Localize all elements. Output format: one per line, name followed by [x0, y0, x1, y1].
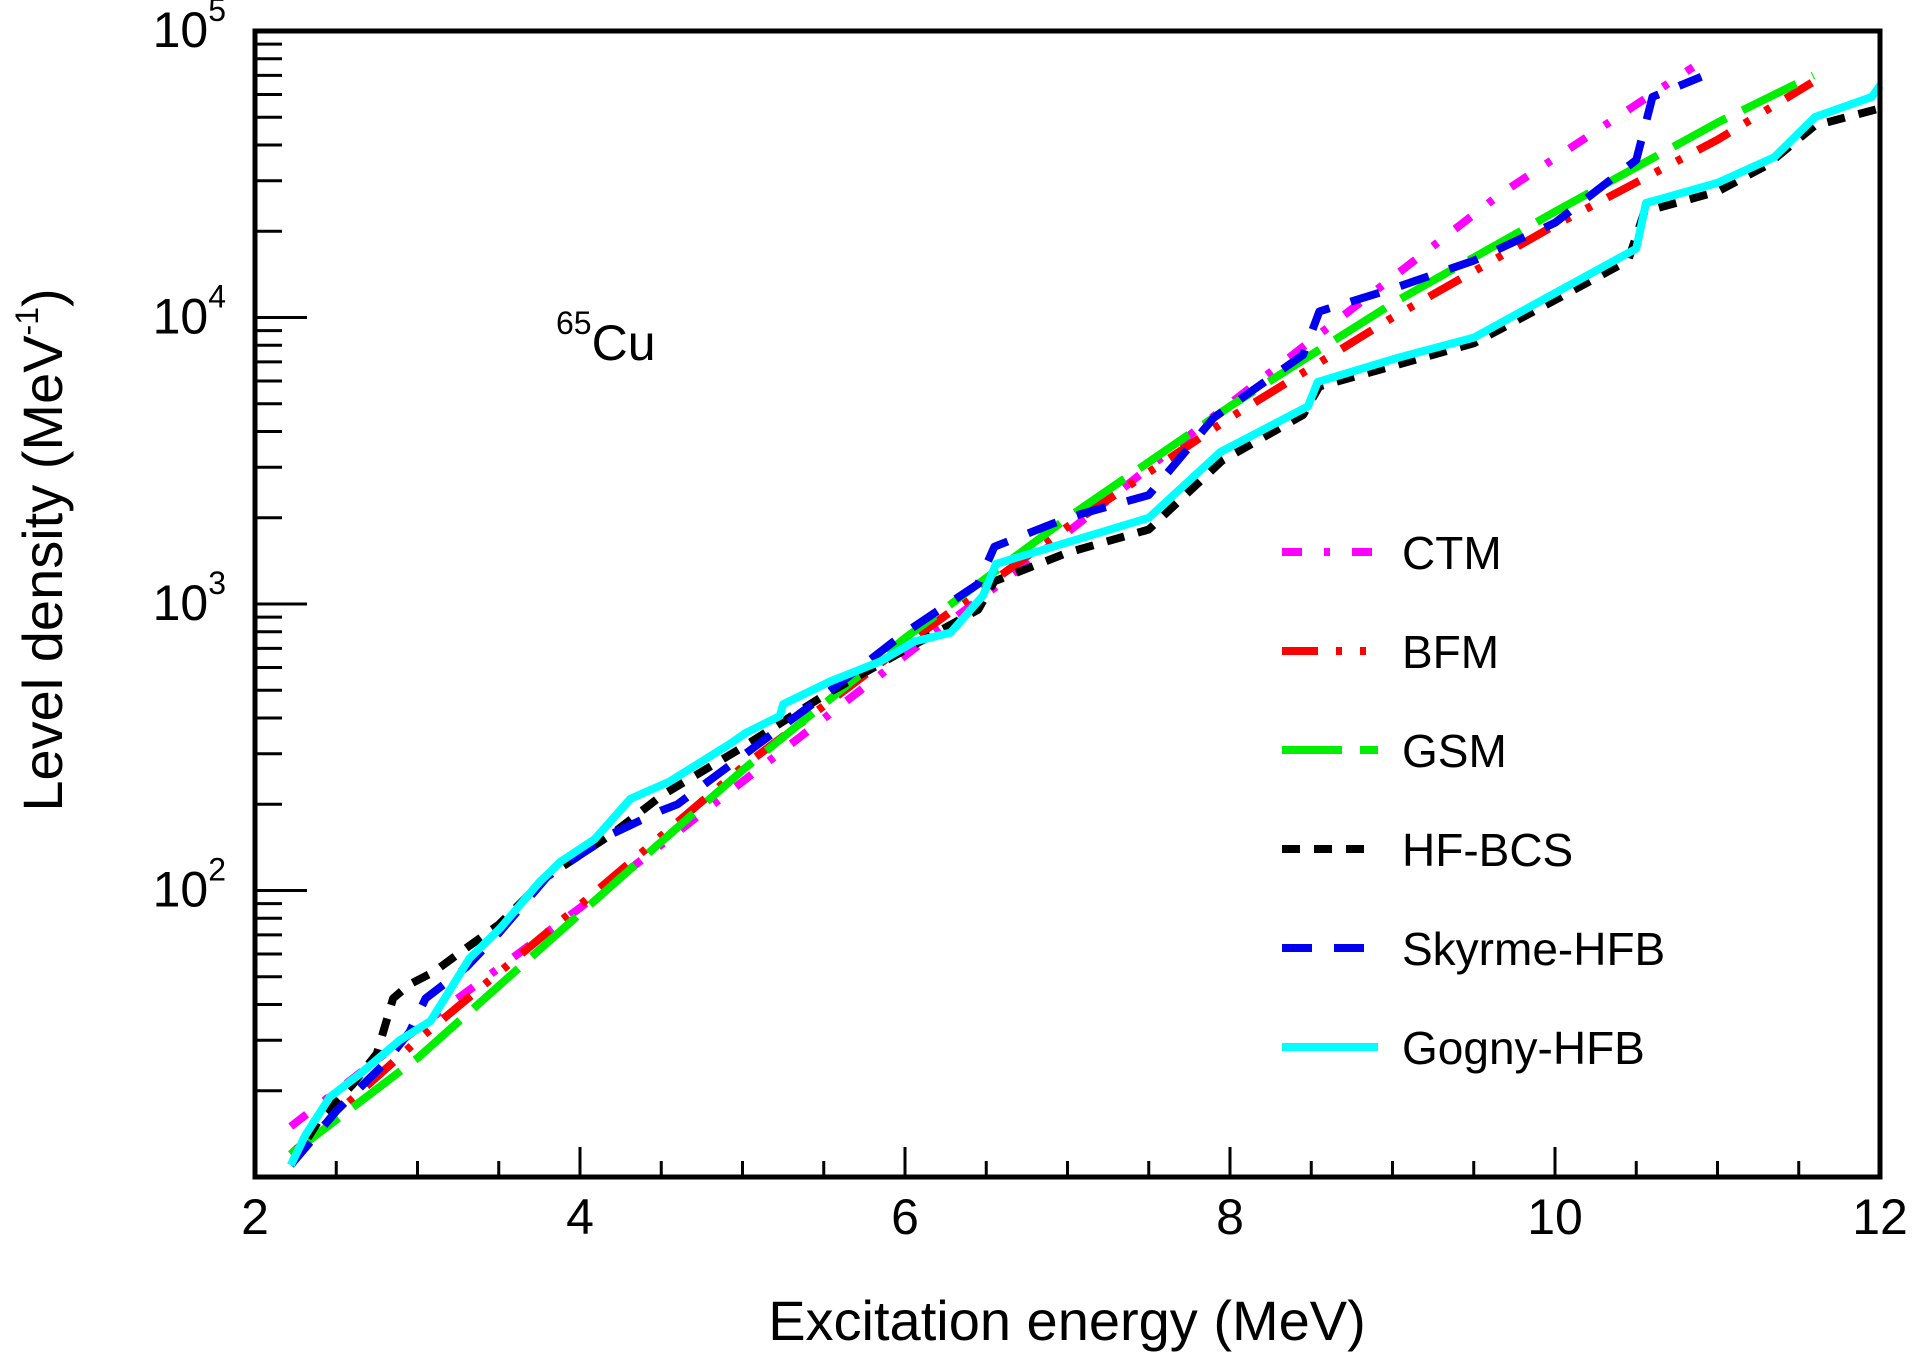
legend-item-hf-bcs: HF-BCS: [1282, 824, 1573, 876]
series-layer: [287, 63, 1884, 1168]
legend-label: HF-BCS: [1402, 824, 1573, 876]
series-line-bfm: [288, 79, 1814, 1158]
x-tick-label: 10: [1527, 1189, 1583, 1245]
y-tick-label: 105: [153, 0, 226, 58]
legend-label: CTM: [1402, 527, 1502, 579]
x-tick-label: 6: [891, 1189, 919, 1245]
x-axis-title: Excitation energy (MeV): [768, 1289, 1366, 1352]
x-tick-label: 8: [1216, 1189, 1244, 1245]
y-tick-label: 103: [153, 565, 226, 631]
legend-label: BFM: [1402, 626, 1499, 678]
legend-label: Skyrme-HFB: [1402, 923, 1665, 975]
legend-item-ctm: CTM: [1282, 527, 1502, 579]
y-tick-exponent: 5: [208, 0, 226, 28]
series-line-ctm: [288, 63, 1696, 1130]
x-tick-label: 2: [241, 1189, 269, 1245]
y-tick-base: 10: [153, 575, 209, 631]
legend: CTM BFM GSM HF-BCS Skyrme-HFB Gogny-HFB: [1282, 527, 1665, 1074]
annotation-element: Cu: [592, 315, 656, 371]
y-axis-title-main: Level density (MeV: [11, 335, 74, 812]
series-line-skyrme-hfb: [287, 73, 1703, 1168]
legend-item-bfm: BFM: [1282, 626, 1499, 678]
y-tick-exponent: 2: [208, 852, 226, 888]
legend-item-gogny-hfb: Gogny-HFB: [1282, 1022, 1645, 1074]
y-tick-exponent: 4: [208, 279, 226, 315]
y-axis-title-sup: -1: [9, 307, 45, 335]
series-line-gsm: [288, 71, 1816, 1158]
y-tick-base: 10: [153, 289, 209, 345]
x-tick-label: 4: [566, 1189, 594, 1245]
y-tick-label: 104: [153, 279, 226, 345]
y-tick-label: 102: [153, 852, 226, 918]
legend-label: GSM: [1402, 725, 1507, 777]
y-axis-title: Level density (MeV-1): [9, 288, 74, 811]
series-line-gogny-hfb: [287, 83, 1884, 1167]
legend-item-gsm: GSM: [1282, 725, 1507, 777]
x-axis-ticks: 2 4 6 8 10 12: [241, 1147, 1908, 1245]
legend-label: Gogny-HFB: [1402, 1022, 1645, 1074]
annotation-nucleus: 65Cu: [556, 305, 656, 371]
annotation-mass-number: 65: [556, 305, 592, 341]
series-line-hf-bcs: [287, 104, 1882, 1168]
plot-frame: [252, 28, 1883, 1180]
x-tick-label: 12: [1852, 1189, 1908, 1245]
legend-item-skyrme-hfb: Skyrme-HFB: [1282, 923, 1665, 975]
y-tick-base: 10: [153, 862, 209, 918]
y-tick-base: 10: [153, 2, 209, 58]
y-tick-exponent: 3: [208, 565, 226, 601]
y-axis-title-close: ): [11, 288, 74, 307]
